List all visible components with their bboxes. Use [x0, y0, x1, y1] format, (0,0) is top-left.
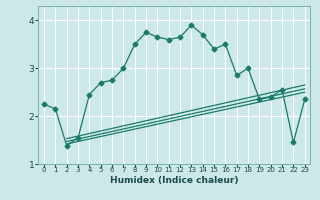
- X-axis label: Humidex (Indice chaleur): Humidex (Indice chaleur): [110, 176, 239, 185]
